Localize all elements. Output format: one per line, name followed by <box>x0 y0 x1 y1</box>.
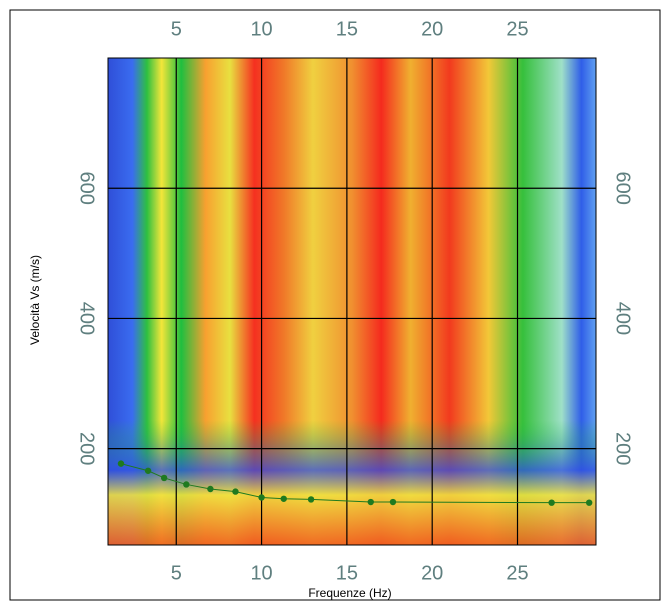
x-tick-label: 5 <box>171 562 182 584</box>
pick-point <box>548 499 555 506</box>
frame <box>9 9 661 601</box>
x-tick-label: 25 <box>506 562 528 584</box>
y-tick-label: 200 <box>76 432 98 465</box>
x-axis-label: Frequenze (Hz) <box>308 586 391 600</box>
x-tick-label: 10 <box>250 18 272 40</box>
pick-point <box>207 485 214 493</box>
x-tick-label: 5 <box>171 18 182 40</box>
y-tick-label: 600 <box>612 172 634 205</box>
x-tick-label: 15 <box>336 562 358 584</box>
y-tick-label: 400 <box>612 302 634 335</box>
pick-point <box>585 499 593 506</box>
pick-point <box>307 496 315 503</box>
pick-point <box>258 494 265 501</box>
x-tick-label: 25 <box>506 18 528 40</box>
y-tick-label: 600 <box>76 172 98 205</box>
pick-point <box>280 495 287 502</box>
y-tick-label: 400 <box>76 302 98 335</box>
pick-point <box>117 460 125 467</box>
spectrum-low <box>108 420 596 545</box>
pick-point <box>183 481 190 488</box>
plot-border <box>107 57 597 546</box>
pick-point <box>367 498 374 506</box>
pick-point <box>232 488 239 495</box>
pick-point <box>389 498 397 506</box>
pick-point <box>144 467 152 474</box>
y-tick-label: 200 <box>612 432 634 465</box>
plot-area <box>107 57 597 546</box>
x-tick-label: 10 <box>250 562 272 584</box>
x-tick-label: 15 <box>336 18 358 40</box>
x-tick-label: 20 <box>421 18 443 40</box>
y-axis-label: Velocità Vs (m/s) <box>28 255 42 345</box>
x-tick-label: 20 <box>421 562 443 584</box>
pick-point <box>160 474 168 482</box>
